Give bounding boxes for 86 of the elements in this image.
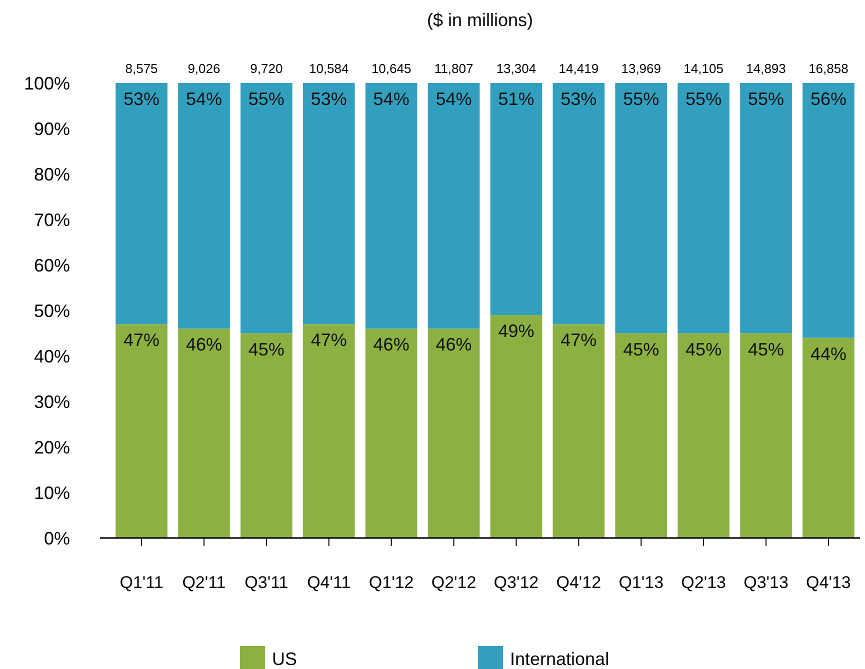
data-label: 45% xyxy=(686,339,722,360)
bar xyxy=(490,83,542,316)
data-label: 45% xyxy=(623,339,660,360)
chart-title: ($ in millions) xyxy=(426,10,534,30)
data-label: 47% xyxy=(560,330,597,350)
x-tick-label: Q1'12 xyxy=(368,573,414,592)
x-tick-label: Q2'13 xyxy=(681,573,726,592)
legend-label: US xyxy=(272,649,298,669)
annotation: 8,575 xyxy=(125,61,158,76)
x-tick-label: Q4'13 xyxy=(806,573,851,592)
data-label: 47% xyxy=(310,330,347,350)
y-tick-label: 60% xyxy=(34,255,70,276)
x-tick-label: Q4'11 xyxy=(307,573,351,592)
data-label: 54% xyxy=(373,89,410,109)
y-tick-label: 10% xyxy=(34,482,70,503)
y-tick-label: 80% xyxy=(34,164,70,184)
data-label: 54% xyxy=(436,89,472,109)
y-tick-label: 50% xyxy=(34,300,70,321)
data-label: 55% xyxy=(623,89,660,109)
data-label: 53% xyxy=(124,89,160,109)
data-label: 55% xyxy=(248,89,284,109)
x-tick-label: Q3'13 xyxy=(744,573,788,592)
bar xyxy=(428,328,480,538)
data-label: 49% xyxy=(498,321,534,342)
y-tick-label: 0% xyxy=(44,528,70,548)
annotation: 14,419 xyxy=(558,61,599,76)
bar xyxy=(116,324,168,538)
bar xyxy=(615,333,668,538)
annotation: 13,969 xyxy=(621,61,662,76)
y-tick-label: 30% xyxy=(34,392,70,412)
data-label: 47% xyxy=(124,330,160,350)
y-tick-label: 20% xyxy=(34,437,70,458)
data-label: 53% xyxy=(560,89,597,109)
bar xyxy=(428,83,480,329)
bar xyxy=(240,333,292,538)
x-tick-label: Q3'12 xyxy=(494,573,539,592)
data-label: 46% xyxy=(436,334,472,355)
bar xyxy=(678,333,730,538)
bar xyxy=(302,83,355,324)
bar xyxy=(802,338,854,538)
bar xyxy=(365,83,418,329)
data-label: 45% xyxy=(248,339,284,360)
bar xyxy=(678,83,730,334)
x-tick-label: Q1'11 xyxy=(120,573,164,592)
x-tick-label: Q2'12 xyxy=(431,573,476,592)
bar xyxy=(802,83,854,338)
annotation: 9,026 xyxy=(188,61,220,76)
data-label: 55% xyxy=(748,89,784,109)
annotation: 14,105 xyxy=(684,61,724,76)
x-tick-label: Q2'11 xyxy=(182,573,226,592)
annotation: 16,858 xyxy=(808,61,848,76)
bar xyxy=(740,83,792,334)
data-label: 56% xyxy=(810,89,846,109)
bar xyxy=(178,328,230,538)
bar xyxy=(116,83,168,324)
annotation: 9,720 xyxy=(250,61,283,76)
data-label: 44% xyxy=(810,344,846,364)
y-tick-label: 90% xyxy=(34,118,70,139)
data-label: 46% xyxy=(373,334,410,355)
bar xyxy=(302,324,355,538)
bar xyxy=(490,315,542,538)
data-label: 55% xyxy=(686,89,722,109)
annotation: 13,304 xyxy=(496,61,536,76)
data-label: 54% xyxy=(186,89,222,109)
annotation: 11,807 xyxy=(434,61,474,76)
bar xyxy=(178,83,230,329)
bar xyxy=(240,83,292,334)
data-label: 53% xyxy=(310,89,347,109)
legend-label: International xyxy=(510,649,610,669)
x-tick-label: Q1'13 xyxy=(618,573,664,592)
y-tick-label: 40% xyxy=(34,346,70,366)
annotation: 14,893 xyxy=(746,61,786,76)
y-tick-label: 100% xyxy=(24,73,70,94)
x-tick-label: Q4'12 xyxy=(556,573,602,592)
data-label: 46% xyxy=(186,334,222,355)
bar xyxy=(615,83,668,334)
annotation: 10,645 xyxy=(371,61,412,76)
x-tick-label: Q3'11 xyxy=(244,573,288,592)
data-label: 45% xyxy=(748,339,784,360)
y-tick-label: 70% xyxy=(34,210,70,230)
bar xyxy=(552,324,605,538)
bar xyxy=(740,333,792,538)
annotation: 10,584 xyxy=(308,61,349,76)
data-label: 51% xyxy=(498,89,534,109)
bar xyxy=(365,328,418,538)
bar xyxy=(552,83,605,324)
